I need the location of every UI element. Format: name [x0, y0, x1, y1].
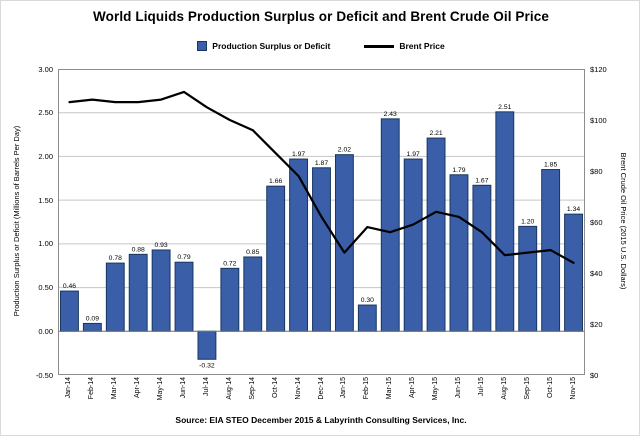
bar: [495, 111, 515, 332]
left-tick-label: 2.50: [38, 108, 53, 118]
bar-value-label: 1.97: [407, 151, 420, 158]
x-tick-label: Oct-15: [546, 377, 554, 399]
bar-value-label: 0.09: [86, 315, 99, 322]
legend-item-bars: Production Surplus or Deficit: [197, 41, 330, 51]
bar: [266, 185, 286, 332]
plot-area: 0.46 0.09 0.78 0.88 0.93 0.79 -0.32 0.72 0.85 1.6…: [58, 68, 585, 376]
bar: [449, 174, 469, 332]
bar: [357, 304, 377, 332]
plot-svg: 0.46 0.09 0.78 0.88 0.93 0.79 -0.32 0.72 0.85 1.6…: [58, 68, 585, 376]
x-tick-label: Apr-15: [409, 377, 417, 399]
x-tick-label: Dec-14: [317, 377, 325, 400]
x-tick-label: Jan-14: [65, 377, 73, 399]
x-tick-label: Jun-14: [180, 377, 188, 399]
bar: [518, 225, 538, 332]
x-tick-label: Oct-14: [271, 377, 279, 399]
bar-value-label: 1.20: [521, 218, 534, 225]
x-tick-label: Jul-15: [477, 377, 485, 397]
legend-line-label: Brent Price: [399, 41, 445, 51]
bar-value-label: 1.87: [315, 160, 328, 167]
bar: [60, 290, 79, 332]
right-tick-label: $80: [590, 166, 603, 176]
right-tick-label: $120: [590, 64, 607, 74]
x-tick-label: Mar-15: [386, 377, 394, 400]
bar: [220, 267, 240, 332]
brent-price-line: [68, 90, 575, 264]
x-tick-label: Apr-14: [134, 377, 142, 399]
bar: [174, 261, 194, 332]
bar-value-label: 2.21: [429, 130, 442, 137]
bar-value-label: 0.30: [361, 297, 374, 304]
bar-value-label: 0.72: [223, 260, 236, 267]
left-tick-label: 0.00: [38, 326, 53, 336]
x-tick-label: May-15: [432, 377, 440, 401]
x-tick-label: Sep-15: [523, 377, 531, 400]
left-tick-label: -0.50: [35, 370, 53, 380]
left-tick-label: 0.50: [38, 283, 53, 293]
bar-value-label: 0.93: [154, 242, 167, 249]
right-tick-label: $20: [590, 319, 603, 329]
bar: [403, 158, 423, 332]
left-tick-label: 1.50: [38, 195, 53, 205]
left-tick-label: 2.00: [38, 151, 53, 161]
bar-value-label: 2.43: [384, 111, 397, 118]
bar-value-label: 1.79: [452, 167, 465, 174]
x-tick-label: Mar-14: [111, 377, 119, 400]
bar: [380, 118, 400, 332]
x-tick-label: Feb-15: [363, 377, 371, 400]
x-tick-label: Nov-15: [569, 377, 577, 400]
line-series-swatch: [364, 44, 395, 48]
bar-value-label: 0.85: [246, 249, 259, 256]
bar-value-label: 1.85: [544, 162, 557, 169]
bar-series-swatch: [197, 41, 208, 51]
bar-value-label: 0.46: [63, 283, 76, 290]
bar: [128, 253, 148, 332]
x-tick-label: Feb-14: [88, 377, 96, 400]
bar: [564, 213, 583, 332]
left-tick-label: 3.00: [38, 64, 53, 74]
x-tick-label: Jan-15: [340, 377, 348, 399]
right-tick-label: $60: [590, 217, 603, 227]
legend-item-line: Brent Price: [364, 41, 445, 51]
bar: [105, 262, 125, 332]
bar-value-label: 0.88: [132, 246, 145, 253]
bar-value-label: 1.97: [292, 151, 305, 158]
bar: [151, 249, 171, 332]
bar-value-label: 0.79: [177, 254, 190, 261]
bar-value-label: 1.34: [567, 206, 580, 213]
plot-border: [58, 69, 585, 375]
bar-value-label: 0.78: [109, 255, 122, 262]
chart-title: World Liquids Production Surplus or Defi…: [93, 9, 549, 24]
right-tick-label: $0: [590, 370, 599, 380]
x-tick-label: Jul-14: [202, 377, 210, 397]
bar-value-label: -0.32: [199, 362, 215, 369]
x-tick-label: Sep-14: [248, 377, 256, 400]
left-tick-label: 1.00: [38, 239, 53, 249]
legend: Production Surplus or Deficit Brent Pric…: [1, 41, 639, 51]
x-tick-label: Aug-14: [225, 377, 233, 400]
x-tick-label: May-14: [157, 377, 165, 401]
source-note: Source: EIA STEO December 2015 & Labyrin…: [175, 415, 467, 425]
left-axis-title: Production Surplus or Deficit (Millions …: [12, 125, 21, 317]
right-tick-label: $100: [590, 115, 607, 125]
bar: [82, 322, 102, 332]
right-tick-label: $40: [590, 268, 603, 278]
bar: [426, 137, 446, 332]
bar-value-label: 1.66: [269, 178, 282, 185]
x-tick-label: Jun-15: [454, 377, 462, 399]
x-tick-label: Aug-15: [500, 377, 508, 400]
legend-bars-label: Production Surplus or Deficit: [212, 41, 331, 51]
bar: [243, 256, 263, 332]
bar: [472, 184, 492, 332]
x-tick-label: Nov-14: [294, 377, 302, 400]
bar: [197, 330, 217, 360]
bar-value-label: 1.67: [475, 177, 488, 184]
bar: [289, 158, 309, 332]
bar-value-label: 2.02: [338, 147, 351, 154]
bar-value-label: 2.51: [498, 104, 511, 111]
bar: [312, 167, 331, 332]
